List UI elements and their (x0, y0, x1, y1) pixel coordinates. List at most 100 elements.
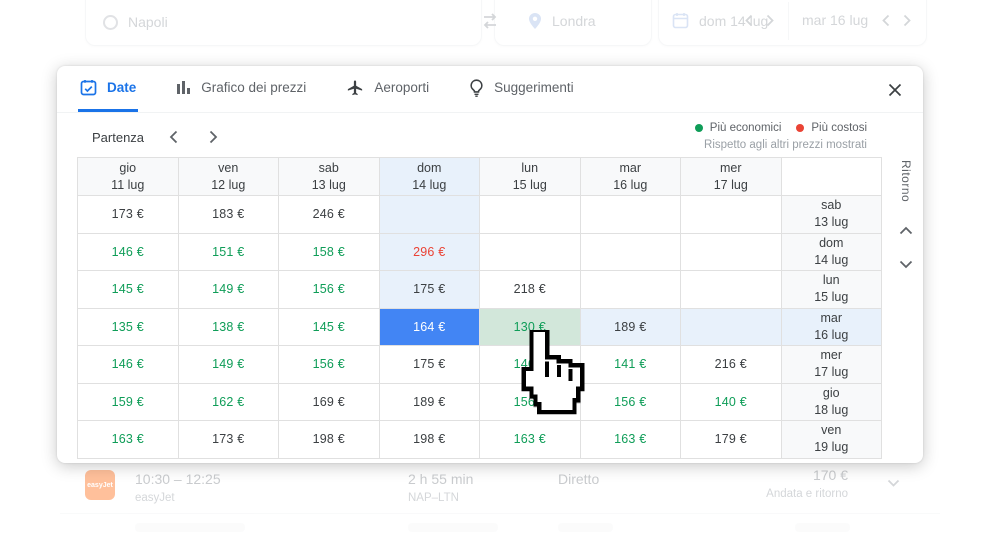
hand-cursor-icon (512, 327, 594, 421)
price-cell (480, 196, 581, 234)
price-cell (580, 233, 681, 271)
price-cell[interactable]: 158 € (279, 233, 380, 271)
depart-date-value[interactable]: dom 14 lug (699, 12, 769, 29)
dimmed-next-row (558, 523, 613, 532)
price-cell[interactable]: 163 € (480, 421, 581, 459)
departure-col-header: sab 13 lug (279, 158, 380, 196)
flight-times: 10:30 – 12:25 (135, 471, 221, 487)
origin-ring-icon (103, 14, 118, 30)
price-cell[interactable]: 246 € (279, 196, 380, 234)
airline-logo-text: easyJet (87, 481, 113, 489)
origin-field[interactable] (85, 0, 482, 46)
tab-date[interactable]: Date (78, 66, 139, 112)
dimmed-next-row (135, 523, 245, 532)
price-cell[interactable]: 156 € (279, 271, 380, 309)
price-cell[interactable]: 159 € (78, 383, 179, 421)
price-cell[interactable]: 146 € (78, 233, 179, 271)
depart-date-next[interactable] (766, 14, 774, 27)
legend-pricier-label: Più costosi (811, 122, 867, 134)
price-cell[interactable]: 141 € (580, 346, 681, 384)
price-cell[interactable]: 138 € (178, 308, 279, 346)
price-cell[interactable]: 146 € (78, 346, 179, 384)
return-row-header: mer 17 lug (781, 346, 882, 384)
swap-button[interactable] (480, 12, 500, 30)
price-cell[interactable]: 169 € (279, 383, 380, 421)
price-cell[interactable]: 135 € (78, 308, 179, 346)
price-cell (681, 308, 782, 346)
price-cell (379, 196, 480, 234)
departure-prev-button[interactable] (162, 126, 184, 148)
price-cell[interactable]: 198 € (279, 421, 380, 459)
price-cell[interactable]: 189 € (379, 383, 480, 421)
dates-divider (788, 2, 789, 40)
row-divider (60, 513, 940, 514)
price-cell[interactable]: 189 € (580, 308, 681, 346)
destination-value[interactable]: Londra (552, 13, 596, 29)
departure-col-header: mar 16 lug (580, 158, 681, 196)
departure-next-button[interactable] (202, 126, 224, 148)
departure-col-header: ven 12 lug (178, 158, 279, 196)
date-price-matrix-dialog: Date Grafico dei prezzi Aeroporti Sugger… (57, 66, 923, 463)
tab-date-label: Date (107, 80, 137, 95)
return-down-button[interactable] (893, 254, 919, 274)
price-cell[interactable]: 140 € (681, 383, 782, 421)
lightbulb-icon (470, 78, 483, 97)
expand-chevron-icon[interactable] (887, 475, 900, 493)
depart-date-prev[interactable] (745, 14, 753, 27)
destination-field[interactable] (494, 0, 652, 46)
price-cell[interactable]: 149 € (178, 271, 279, 309)
price-cell[interactable]: 156 € (580, 383, 681, 421)
pricier-dot-icon (796, 124, 805, 132)
departure-col-header: gio 11 lug (78, 158, 179, 196)
flight-price: 170 € (812, 467, 848, 483)
price-cell (580, 271, 681, 309)
swap-icon (483, 13, 497, 29)
return-up-button[interactable] (893, 220, 919, 240)
cheaper-dot-icon (694, 124, 703, 132)
price-cell[interactable]: 175 € (379, 346, 480, 384)
price-cell[interactable]: 296 € (379, 233, 480, 271)
price-cell[interactable]: 179 € (681, 421, 782, 459)
return-row-header: gio 18 lug (781, 383, 882, 421)
price-cell[interactable]: 145 € (78, 271, 179, 309)
price-cell[interactable]: 183 € (178, 196, 279, 234)
return-date-prev[interactable] (882, 14, 890, 27)
return-date-value[interactable]: mar 16 lug (802, 12, 869, 28)
price-cell[interactable]: 216 € (681, 346, 782, 384)
price-cell[interactable]: 173 € (178, 421, 279, 459)
tab-price-graph-label: Grafico dei prezzi (201, 80, 307, 95)
legend-cheaper-label: Più economici (709, 122, 782, 134)
price-cell[interactable]: 218 € (480, 271, 581, 309)
price-cell[interactable]: 162 € (178, 383, 279, 421)
price-cell[interactable]: 145 € (279, 308, 380, 346)
ritorno-label: Ritorno (899, 160, 913, 203)
price-cell[interactable]: 173 € (78, 196, 179, 234)
airline-logo: easyJet (85, 470, 115, 500)
price-cell[interactable]: 163 € (78, 421, 179, 459)
price-cell[interactable]: 151 € (178, 233, 279, 271)
flight-route: NAP–LTN (408, 492, 459, 504)
calendar-check-icon (80, 80, 97, 96)
price-cell[interactable]: 149 € (178, 346, 279, 384)
departure-col-header: mer 17 lug (681, 158, 782, 196)
price-cell[interactable]: 198 € (379, 421, 480, 459)
return-date-next[interactable] (903, 14, 911, 27)
price-cell[interactable]: 175 € (379, 271, 480, 309)
flight-stops: Diretto (558, 471, 600, 487)
price-cell[interactable]: 163 € (580, 421, 681, 459)
tab-suggestions-label: Suggerimenti (494, 80, 574, 95)
dates-field[interactable] (658, 0, 927, 46)
tab-price-graph[interactable]: Grafico dei prezzi (174, 66, 308, 112)
price-cell (681, 271, 782, 309)
price-cell[interactable]: 156 € (279, 346, 380, 384)
tab-suggestions[interactable]: Suggerimenti (467, 66, 576, 112)
tab-airports[interactable]: Aeroporti (344, 66, 431, 112)
partenza-label: Partenza (92, 129, 145, 145)
calendar-icon (672, 13, 689, 29)
close-icon[interactable] (887, 82, 903, 98)
airplane-icon (348, 80, 363, 95)
selected-price-cell[interactable]: 164 € (379, 308, 480, 346)
origin-value[interactable]: Napoli (128, 14, 168, 30)
return-row-header: lun 15 lug (781, 271, 882, 309)
legend-note: Rispetto agli altri prezzi mostrati (704, 139, 867, 151)
